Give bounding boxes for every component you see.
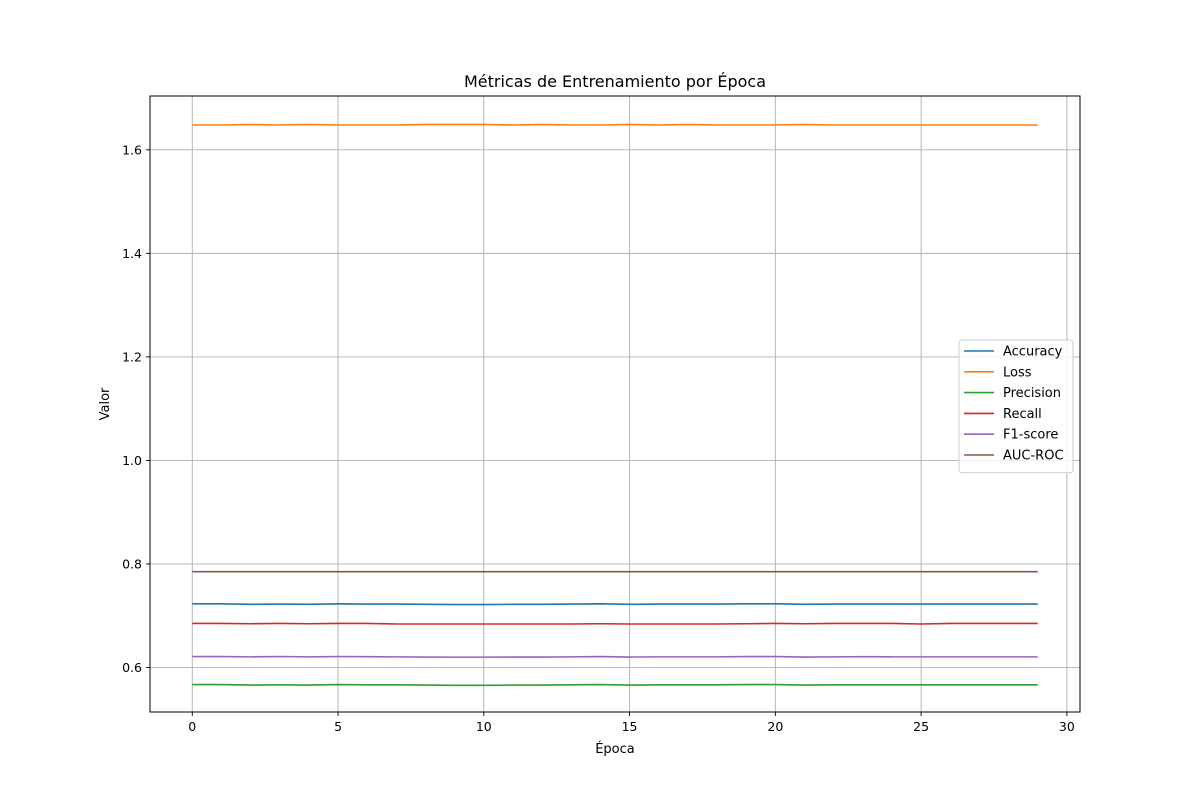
legend-label: Recall [1003,407,1042,422]
series-layer [192,123,1038,687]
x-tick-label: 25 [913,719,929,734]
series-line-recall [192,622,1038,625]
x-axis-label: Época [595,741,635,757]
grid-layer [150,96,1080,712]
y-tick-label: 0.6 [122,660,142,675]
legend-label: F1-score [1003,428,1058,443]
y-tick-label: 1.6 [122,142,142,157]
y-axis-label: Valor [98,387,113,420]
legend: Accuracy Loss Precision Recall F1-score AUC-R… [958,339,1074,474]
x-tick-label: 5 [334,719,342,734]
y-tick-label: 0.8 [122,556,142,571]
x-tick-label: 20 [767,719,783,734]
series-line-f1-score [192,655,1038,658]
legend-label: Accuracy [1003,345,1063,360]
series-line-precision [192,683,1038,687]
series-line-loss [192,123,1038,126]
y-tick-label: 1.0 [122,453,142,468]
legend-box [958,339,1074,474]
chart-title: Métricas de Entrenamiento por Época [464,72,766,91]
x-tick-label: 0 [188,719,196,734]
tick-layer: 0 5 10 15 20 25 30 0.6 0.8 1.0 1.2 1.4 1.6 [122,142,1075,734]
legend-label: Precision [1003,386,1061,401]
x-tick-label: 15 [622,719,638,734]
plot-area-frame [149,95,1081,713]
legend-label: AUC-ROC [1003,449,1064,464]
legend-label: Loss [1003,365,1032,380]
y-tick-label: 1.2 [122,349,142,364]
y-tick-label: 1.4 [122,246,142,261]
series-line-accuracy [192,603,1038,606]
x-tick-label: 30 [1059,719,1075,734]
x-tick-label: 10 [476,719,492,734]
